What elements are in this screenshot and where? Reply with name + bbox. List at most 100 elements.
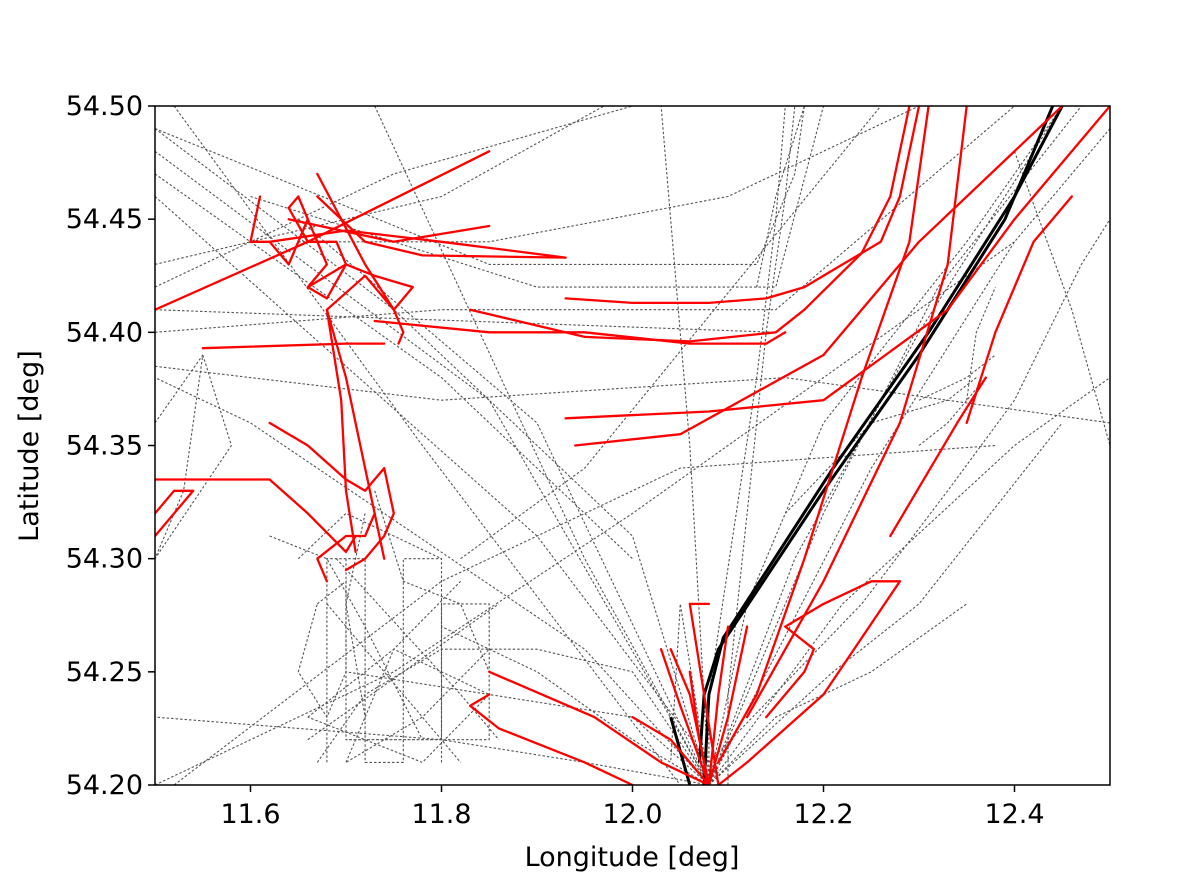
track-line-dotted: [670, 603, 710, 785]
track-line-dotted: [918, 377, 987, 446]
track-line-dotted: [756, 106, 805, 288]
y-tick-label: 54.45: [66, 204, 143, 235]
x-tick-label: 11.8: [411, 799, 471, 830]
y-tick-label: 54.30: [66, 544, 143, 575]
track-line-dotted: [374, 490, 490, 673]
track-line-dotted: [345, 580, 461, 763]
track-line-dotted: [326, 603, 462, 763]
track-line-dotted: [297, 218, 710, 785]
track-line-dotted: [155, 128, 710, 785]
track-line-main: [702, 106, 1064, 785]
track-line-main: [697, 106, 1055, 763]
y-tick-label: 54.35: [66, 431, 143, 462]
track-line-highlight: [784, 580, 902, 628]
track-line-dotted: [250, 106, 825, 288]
x-tick-label: 12.0: [602, 799, 662, 830]
track-line-dotted: [297, 580, 347, 719]
track-line-dotted: [784, 377, 977, 514]
track-line-highlight: [201, 342, 386, 350]
y-tick-label: 54.20: [66, 770, 143, 801]
x-tick-label: 12.2: [793, 799, 853, 830]
plot-area: [155, 106, 1110, 785]
track-line-highlight: [965, 195, 1073, 425]
track-line-dotted: [708, 218, 1110, 763]
track-line-dotted: [155, 150, 710, 785]
track-line-dotted: [708, 128, 1110, 785]
track-line-dotted: [489, 648, 710, 785]
track-line-dotted: [708, 603, 968, 785]
track-line-highlight: [155, 489, 195, 538]
track-line-dotted: [1013, 151, 1110, 446]
track-line-highlight: [155, 478, 357, 554]
track-line-dotted: [173, 444, 996, 785]
track-line-dotted: [326, 558, 443, 763]
track-line-highlight: [717, 106, 930, 764]
track-line-dotted: [918, 354, 996, 401]
track-line-dotted: [345, 558, 490, 741]
track-line-dotted: [708, 106, 1063, 785]
track-line-highlight: [316, 512, 376, 583]
track-line-dotted: [374, 106, 710, 785]
track-line-highlight: [373, 319, 787, 345]
track-line-dotted: [155, 241, 1015, 785]
x-tick-label: 11.6: [220, 799, 280, 830]
track-line-highlight: [306, 263, 414, 311]
track-line-dotted: [966, 286, 996, 401]
x-axis-label: Longitude [deg]: [525, 842, 740, 873]
track-line-dotted: [173, 106, 681, 785]
y-tick-label: 54.50: [66, 91, 143, 122]
track-line-highlight: [155, 150, 491, 311]
track-line-highlight: [469, 106, 911, 343]
track-line-dotted: [155, 173, 633, 560]
track-line-dotted: [316, 648, 491, 763]
track-line-dotted: [708, 106, 1082, 785]
track-line-highlight: [287, 218, 491, 243]
y-tick-label: 54.40: [66, 317, 143, 348]
track-line-dotted: [155, 377, 710, 785]
track-line-highlight: [574, 106, 1064, 447]
track-line-highlight: [745, 106, 968, 719]
track-line-highlight: [688, 602, 720, 785]
track-line-highlight: [631, 715, 711, 785]
track-line-highlight: [249, 195, 348, 300]
track-line-dotted: [155, 354, 233, 560]
track-line-dotted: [708, 106, 1063, 785]
track-line-highlight: [707, 625, 730, 785]
track-line-highlight: [316, 195, 567, 259]
track-line-dotted: [708, 422, 1063, 785]
track-line-dotted: [155, 309, 776, 333]
track-line-dotted: [155, 106, 1015, 333]
track-line-dotted: [298, 106, 920, 243]
y-axis-label: Latitude [deg]: [14, 350, 45, 542]
plot-frame: [154, 105, 1111, 786]
track-line-dotted: [155, 106, 633, 288]
track-line-highlight: [688, 670, 711, 785]
x-tick-label: 12.4: [984, 799, 1044, 830]
track-line-dotted: [660, 106, 710, 785]
track-line-dotted: [708, 377, 1110, 785]
track-line-dotted: [345, 513, 366, 718]
track-line-highlight: [268, 229, 567, 259]
track-line-dotted: [155, 106, 805, 265]
track-line-highlight: [564, 106, 1110, 420]
track-line-highlight: [469, 693, 634, 785]
track-line-highlight: [325, 308, 357, 554]
track-line-dotted: [307, 648, 491, 764]
track-line-dotted: [307, 603, 500, 741]
track-line-highlight: [765, 625, 816, 719]
track-line-highlight: [316, 172, 405, 345]
track-line-highlight: [325, 308, 386, 560]
track-line-highlight: [659, 648, 711, 785]
track-line-highlight: [717, 580, 902, 785]
track-line-dotted: [345, 671, 710, 785]
track-line-highlight: [889, 376, 987, 538]
track-line-highlight: [268, 421, 395, 572]
axes: 11.6 11.8 12.0 12.2 12.4 54.20 54.25 54.30 54.35…: [66, 91, 1045, 830]
y-tick-label: 54.25: [66, 657, 143, 688]
track-line-dotted: [460, 106, 882, 560]
track-line-highlight: [488, 670, 711, 785]
track-line-dotted: [155, 106, 605, 265]
track-line-highlight: [564, 106, 921, 305]
track-line-dotted: [155, 716, 709, 785]
